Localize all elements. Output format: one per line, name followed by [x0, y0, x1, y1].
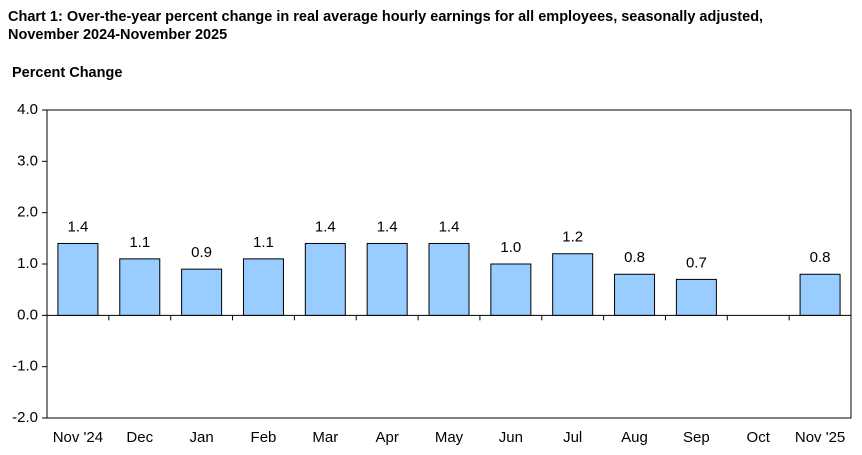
- x-tick-label: Sep: [683, 429, 710, 446]
- data-label: 1.4: [439, 218, 460, 235]
- data-label: 1.4: [377, 218, 398, 235]
- x-tick-label: Nov '25: [795, 429, 845, 446]
- x-tick-label: Feb: [251, 429, 277, 446]
- x-tick-label: May: [435, 429, 464, 446]
- data-label: 0.8: [810, 249, 831, 266]
- data-label: 1.0: [500, 239, 521, 256]
- y-tick-label: 2.0: [17, 204, 38, 221]
- bar: [614, 273, 656, 316]
- bar: [181, 268, 223, 316]
- x-tick-label: Apr: [375, 429, 398, 446]
- bar: [799, 273, 841, 316]
- bar: [119, 258, 161, 316]
- chart-title: Chart 1: Over-the-year percent change in…: [8, 9, 764, 43]
- bar: [675, 278, 717, 316]
- data-label: 1.2: [562, 229, 583, 246]
- y-axis-label: Percent Change: [12, 65, 123, 81]
- bar: [552, 253, 594, 316]
- bar: [304, 242, 346, 316]
- x-tick-label: Aug: [621, 429, 648, 446]
- y-tick-label: 3.0: [17, 152, 38, 169]
- x-tick-label: Jun: [499, 429, 523, 446]
- bar: [490, 263, 532, 316]
- data-label: 1.4: [315, 218, 336, 235]
- bar: [242, 258, 284, 316]
- bar: [57, 242, 99, 316]
- data-label: 1.4: [67, 218, 88, 235]
- x-tick-label: Jul: [563, 429, 582, 446]
- data-label: 1.1: [129, 234, 150, 251]
- x-tick-label: Dec: [126, 429, 153, 446]
- bar: [366, 242, 408, 316]
- x-tick-label: Jan: [190, 429, 214, 446]
- x-tick-label: Oct: [747, 429, 771, 446]
- bar: [428, 242, 470, 316]
- data-label: 0.7: [686, 254, 707, 271]
- x-tick-label: Mar: [312, 429, 338, 446]
- data-label: 0.8: [624, 249, 645, 266]
- y-tick-label: -1.0: [12, 358, 38, 375]
- y-tick-label: 4.0: [17, 101, 38, 118]
- data-label: 1.1: [253, 234, 274, 251]
- data-label: 0.9: [191, 244, 212, 261]
- y-tick-label: 1.0: [17, 255, 38, 272]
- x-tick-label: Nov '24: [53, 429, 103, 446]
- y-tick-label: -2.0: [12, 409, 38, 426]
- y-tick-label: 0.0: [17, 306, 38, 323]
